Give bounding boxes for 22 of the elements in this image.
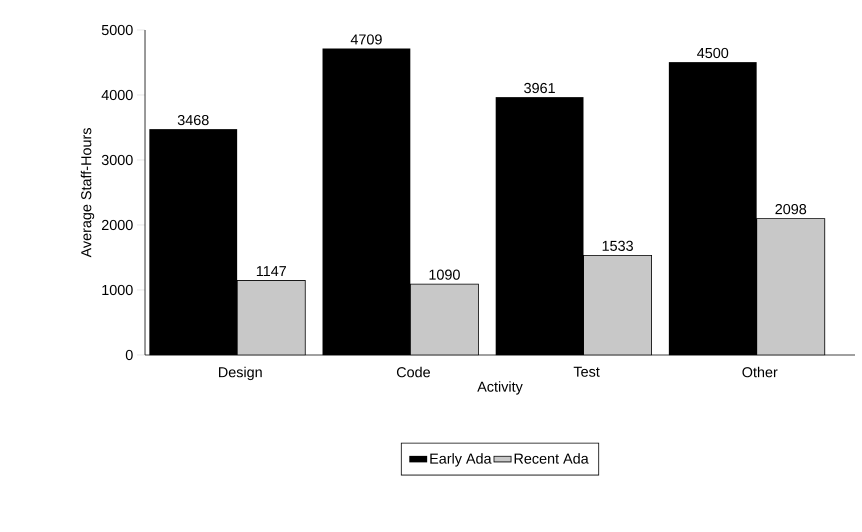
data-label: 2098 (775, 204, 806, 214)
y-tick-label: 2000 (102, 220, 133, 230)
y-tick-label: 4000 (102, 90, 133, 100)
y-tick-label: 1000 (102, 284, 133, 296)
x-tick-label: Other (742, 366, 778, 378)
y-tick-label: 5000 (102, 24, 133, 36)
legend-label: Recent Ada (514, 453, 589, 464)
y-axis-title: Average Staff-Hours (80, 128, 94, 258)
y-tick-label: 3000 (102, 154, 133, 166)
data-label: 1147 (256, 266, 286, 276)
data-label: 3961 (524, 82, 555, 94)
legend-label: Early Ada (430, 453, 492, 467)
data-label: 1533 (602, 240, 633, 251)
data-label: 3468 (178, 114, 209, 126)
x-axis-title: Activity (477, 381, 523, 395)
data-label: 4500 (697, 48, 728, 58)
y-tick-label: 0 (126, 350, 133, 360)
x-tick-label: Design (219, 366, 262, 380)
x-tick-label: Test (574, 366, 600, 377)
data-label: 4709 (350, 34, 382, 45)
data-label: 1090 (430, 270, 460, 280)
x-tick-label: Code (396, 366, 430, 378)
